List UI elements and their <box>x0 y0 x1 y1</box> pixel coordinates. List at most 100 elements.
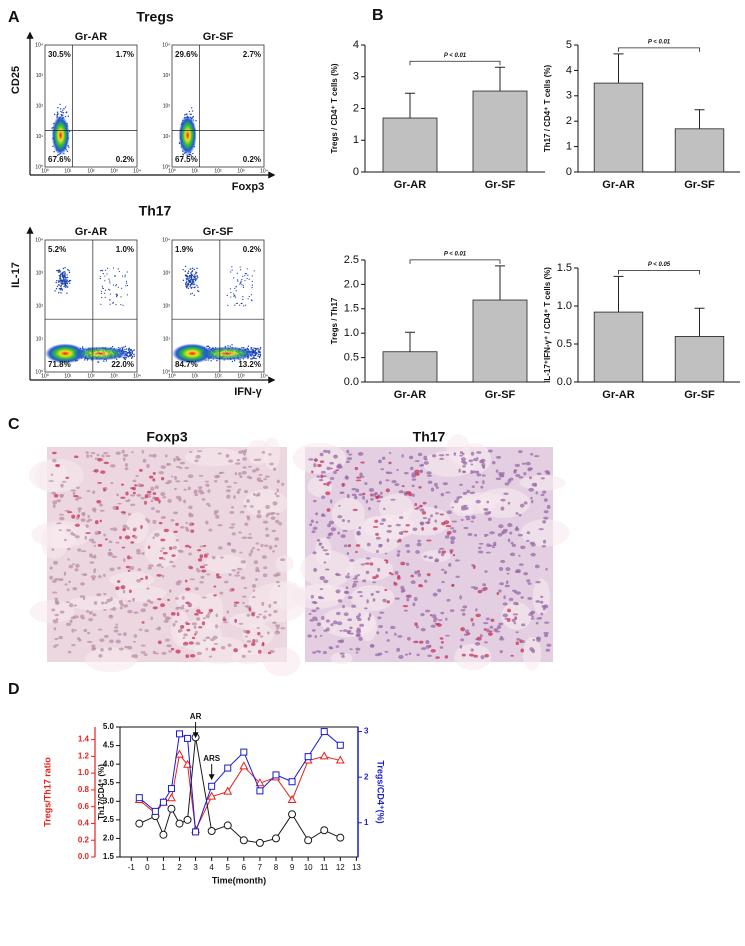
cell-nucleus <box>239 623 244 625</box>
cell-nucleus <box>153 606 158 609</box>
event-dot <box>192 293 193 294</box>
cell-nucleus <box>505 585 510 588</box>
cell-nucleus <box>314 459 318 461</box>
cell-nucleus <box>250 505 254 508</box>
cell-nucleus <box>256 616 260 619</box>
quadrant-percent: 71.8% <box>48 360 71 369</box>
cell-nucleus <box>258 474 262 476</box>
cell-nucleus <box>403 531 408 533</box>
event-dot <box>186 278 187 279</box>
cell-nucleus <box>405 524 409 526</box>
cell-nucleus <box>367 543 371 547</box>
event-dot <box>109 280 110 281</box>
cell-nucleus <box>427 475 432 477</box>
cell-nucleus <box>255 494 259 497</box>
cell-nucleus <box>239 552 242 554</box>
cell-nucleus <box>452 506 455 508</box>
tissue-patch <box>293 443 346 474</box>
event-dot <box>249 296 250 297</box>
event-dot <box>240 266 241 267</box>
event-dot <box>127 271 128 272</box>
event-dot <box>249 279 250 280</box>
cell-nucleus <box>237 490 240 494</box>
cell-nucleus <box>321 513 324 516</box>
cell-nucleus <box>243 587 247 589</box>
tissue-patch <box>204 555 246 574</box>
point-marker <box>321 752 328 759</box>
cell-nucleus <box>273 601 277 604</box>
point-marker <box>193 829 199 835</box>
panel-label: D <box>8 681 20 698</box>
cell-nucleus <box>105 602 108 604</box>
event-dot <box>69 280 70 281</box>
cell-nucleus <box>412 478 417 480</box>
event-dot <box>124 276 125 277</box>
cell-nucleus <box>175 597 179 600</box>
event-dot <box>184 114 185 115</box>
cell-nucleus <box>233 482 237 484</box>
cell-nucleus <box>372 493 376 496</box>
cell-nucleus <box>109 639 114 643</box>
cell-nucleus <box>416 654 419 656</box>
cell-nucleus <box>229 588 232 592</box>
quadrant-percent: 2.7% <box>243 50 261 59</box>
cell-nucleus <box>356 652 359 654</box>
cell-nucleus <box>94 545 96 547</box>
cell-nucleus <box>321 616 324 620</box>
cell-nucleus <box>200 576 204 579</box>
event-dot <box>243 285 244 286</box>
event-dot <box>191 274 192 275</box>
cell-nucleus <box>194 493 198 496</box>
cell-nucleus <box>81 512 85 515</box>
cell-nucleus <box>386 530 392 533</box>
cell-nucleus <box>342 530 347 532</box>
cell-nucleus <box>140 525 143 529</box>
cell-nucleus <box>320 475 323 479</box>
cell-nucleus <box>229 573 232 576</box>
cell-nucleus <box>69 603 73 607</box>
event-dot <box>132 353 133 354</box>
cell-nucleus <box>73 533 76 536</box>
cell-nucleus <box>54 494 59 498</box>
flow-x-tick: 10⁴ <box>260 168 268 174</box>
cell-nucleus <box>78 509 81 513</box>
cell-nucleus <box>202 597 207 599</box>
cell-nucleus <box>345 575 350 578</box>
cell-nucleus <box>421 527 424 531</box>
cell-nucleus <box>235 472 237 475</box>
cell-nucleus <box>56 602 60 604</box>
cell-nucleus <box>190 529 194 532</box>
cell-nucleus <box>386 600 390 603</box>
cell-nucleus <box>49 576 53 580</box>
cell-nucleus <box>422 511 426 514</box>
point-marker <box>209 783 215 789</box>
cell-nucleus <box>271 530 275 532</box>
cell-nucleus <box>84 536 87 540</box>
event-dot <box>188 271 189 272</box>
event-dot <box>189 281 190 282</box>
cell-nucleus <box>435 512 439 514</box>
cell-nucleus <box>528 488 534 492</box>
event-dot <box>236 290 237 291</box>
cell-nucleus <box>272 621 276 624</box>
cell-nucleus <box>544 634 548 637</box>
y-tick-label: 2 <box>353 102 359 114</box>
tissue-patch <box>243 490 287 517</box>
event-dot <box>258 349 259 350</box>
event-dot <box>257 355 258 356</box>
cell-nucleus <box>325 553 329 555</box>
image-title: Th17 <box>413 429 446 445</box>
cell-nucleus <box>51 608 55 611</box>
event-dot <box>126 281 127 282</box>
cell-nucleus <box>100 510 105 512</box>
cell-nucleus <box>396 524 401 526</box>
cell-nucleus <box>530 542 535 545</box>
cell-nucleus <box>376 591 380 593</box>
event-dot <box>132 356 133 357</box>
event-dot <box>66 285 67 286</box>
event-dot <box>129 355 130 356</box>
cell-nucleus <box>505 482 510 485</box>
cell-nucleus <box>518 534 523 537</box>
flow-y-tick: 10³ <box>36 270 44 276</box>
tissue-patch <box>247 440 271 465</box>
